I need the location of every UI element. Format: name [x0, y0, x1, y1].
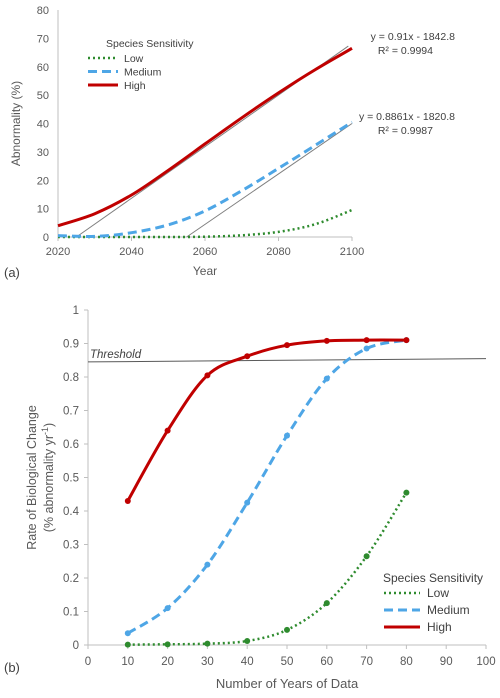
b-data-point-low — [124, 641, 131, 648]
a-trendline-equation: y = 0.91x - 1842.8 — [371, 31, 456, 43]
a-series-line-low — [58, 208, 353, 239]
b-y-units-suffix: ) — [42, 423, 56, 427]
a-y-tick-label: 60 — [37, 62, 49, 74]
a-panel-label: (a) — [4, 265, 20, 280]
a-y-tick-label: 10 — [37, 204, 49, 216]
a-x-tick-label: 2060 — [193, 246, 217, 258]
b-data-point-medium — [284, 432, 290, 439]
b-y-tick-label: 0.6 — [63, 439, 79, 451]
b-x-tick-label: 70 — [360, 656, 373, 668]
b-data-point-medium — [164, 605, 171, 612]
b-x-tick-label: 20 — [161, 656, 174, 668]
a-trendline-equation: y = 0.8861x - 1820.8 — [359, 111, 455, 123]
b-data-point-medium — [363, 345, 370, 352]
b-legend-label: Low — [427, 586, 449, 600]
b-data-point-high — [403, 337, 410, 344]
b-panel-label: (b) — [4, 660, 20, 675]
a-legend-title: Species Sensitivity — [106, 38, 194, 50]
b-data-point-low — [323, 600, 330, 607]
b-y-tick-label: 0 — [73, 640, 79, 652]
a-trendline-r2: R² = 0.9987 — [378, 125, 433, 137]
b-x-tick-label: 100 — [476, 656, 495, 668]
a-y-axis-label: Abnormality (%) — [9, 81, 23, 166]
a-y-tick-label: 0 — [43, 232, 49, 244]
b-threshold-label: Threshold — [90, 349, 142, 361]
b-y-tick-label: 0.4 — [63, 506, 80, 518]
b-y-axis-label-units: (% abnormality yr-1) — [40, 423, 56, 532]
a-series-line-medium — [57, 120, 353, 239]
b-data-point-high — [323, 337, 330, 344]
b-y-axis-label: Rate of Biological Change — [25, 405, 39, 550]
b-y-tick-label: 0.2 — [63, 573, 79, 585]
a-x-tick-label: 2040 — [119, 246, 143, 258]
a-y-tick-label: 80 — [37, 5, 49, 17]
b-x-tick-label: 90 — [440, 656, 453, 668]
b-data-point-high — [363, 337, 370, 344]
b-series-line-medium — [126, 338, 407, 635]
b-legend-label: High — [427, 620, 452, 634]
b-data-point-high — [244, 353, 251, 360]
b-data-point-medium — [244, 499, 251, 506]
a-y-tick-label: 30 — [37, 147, 49, 159]
b-y-tick-label: 0.3 — [63, 540, 79, 552]
b-data-point-medium — [124, 630, 131, 637]
b-x-tick-label: 0 — [85, 656, 91, 668]
b-data-point-low — [363, 553, 370, 560]
b-data-point-high — [284, 342, 290, 349]
b-data-point-high — [204, 372, 211, 379]
a-series-line-high — [57, 47, 353, 228]
b-data-point-low — [284, 626, 290, 633]
b-y-tick-label: 0.8 — [63, 372, 79, 384]
b-x-tick-label: 40 — [241, 656, 254, 668]
b-data-point-high — [124, 497, 131, 504]
b-data-point-low — [164, 641, 171, 648]
b-x-tick-label: 30 — [201, 656, 214, 668]
b-y-tick-label: 0.1 — [63, 607, 79, 619]
b-y-units-superscript: -1 — [40, 427, 50, 435]
a-y-tick-label: 20 — [37, 175, 49, 187]
b-data-point-high — [164, 427, 171, 434]
a-x-tick-label: 2020 — [46, 246, 70, 258]
b-x-tick-label: 50 — [281, 656, 294, 668]
b-data-point-low — [204, 640, 211, 647]
a-x-axis-label: Year — [193, 264, 217, 278]
b-x-tick-label: 10 — [121, 656, 134, 668]
a-legend-label: Medium — [124, 67, 162, 79]
a-legend-label: High — [124, 80, 146, 92]
a-legend-label: Low — [124, 53, 144, 65]
b-threshold-line — [87, 358, 487, 363]
b-series-line-low — [127, 491, 408, 646]
b-y-tick-label: 0.9 — [63, 339, 79, 351]
b-legend-label: Medium — [427, 603, 470, 617]
b-legend-title: Species Sensitivity — [383, 571, 483, 585]
b-x-tick-label: 60 — [320, 656, 333, 668]
a-x-tick-label: 2080 — [266, 246, 290, 258]
b-y-tick-label: 0.5 — [63, 473, 79, 485]
a-x-tick-label: 2100 — [340, 246, 364, 258]
a-y-tick-label: 40 — [37, 119, 49, 131]
a-y-tick-label: 50 — [37, 90, 49, 102]
b-data-point-low — [244, 637, 251, 644]
a-trendline-r2: R² = 0.9994 — [378, 45, 433, 57]
b-y-units-prefix: (% abnormality yr — [42, 435, 56, 532]
b-y-tick-label: 0.7 — [63, 406, 79, 418]
b-y-tick-label: 1 — [73, 305, 79, 317]
a-y-tick-label: 70 — [37, 33, 49, 45]
b-data-point-low — [403, 489, 410, 496]
b-x-axis-label: Number of Years of Data — [216, 676, 359, 691]
b-x-tick-label: 80 — [400, 656, 413, 668]
b-data-point-medium — [204, 561, 211, 568]
b-data-point-medium — [323, 375, 330, 382]
a-trendline — [186, 123, 353, 238]
b-series-line-high — [126, 338, 407, 502]
